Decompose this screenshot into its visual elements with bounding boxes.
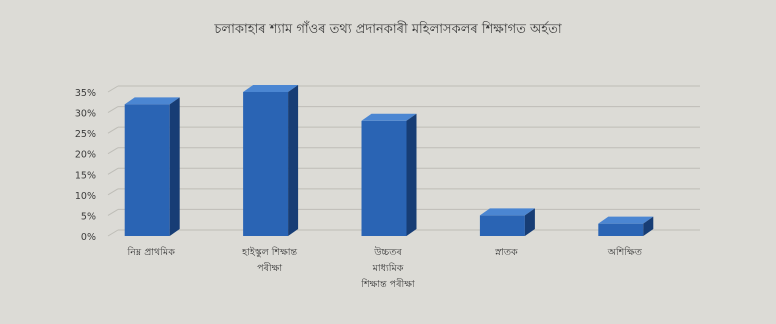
bar <box>243 85 299 236</box>
bar-front <box>243 92 289 236</box>
chart-title: চলাকাহাৰ শ্যাম গাঁওৰ তথ্য প্রদানকাৰী মহি… <box>213 21 561 37</box>
gridline-7 <box>107 85 119 93</box>
gridline-3 <box>107 167 119 175</box>
bar-front <box>598 223 644 236</box>
y-tick-label: 20% <box>75 150 96 161</box>
x-tick-label-line: পৰীক্ষা <box>257 261 283 274</box>
gridline-5 <box>107 126 119 134</box>
x-axis-labels: নিম্ন প্রাথমিক হাইস্কুল শিক্ষান্ত পৰীক্ষা উ… <box>127 245 643 290</box>
y-tick-label: 10% <box>75 191 96 202</box>
bar-top <box>124 97 180 105</box>
gridline-0 <box>107 229 119 237</box>
x-tick-label: হাইস্কুল শিক্ষান্ত পৰীক্ষা <box>241 246 298 274</box>
y-tick-label: 0% <box>81 232 96 243</box>
bar-side <box>169 97 180 236</box>
x-tick-label-line: অশিক্ষিত <box>607 246 643 258</box>
x-tick-label: উচ্চতৰ মাধ্যমিক শিক্ষান্ত পৰীক্ষা <box>360 245 416 290</box>
x-tick-label-line: শিক্ষান্ত পৰীক্ষা <box>360 277 416 290</box>
gridline-6 <box>107 106 119 114</box>
x-tick-label: স্নাতক <box>494 247 519 258</box>
bar-front <box>361 120 407 236</box>
bars <box>124 85 654 236</box>
gridline-1 <box>107 208 119 216</box>
bar-top <box>598 216 654 224</box>
bar-side <box>288 85 299 236</box>
bar <box>361 113 417 236</box>
x-tick-label: নিম্ন প্রাথমিক <box>127 246 177 258</box>
y-tick-label: 5% <box>81 211 96 222</box>
y-tick-label: 15% <box>75 170 96 181</box>
bar-side <box>643 216 654 236</box>
bar-top <box>479 208 535 216</box>
x-tick-label-line: মাধ্যমিক <box>372 262 405 274</box>
x-tick-label-line: নিম্ন প্রাথমিক <box>127 246 177 258</box>
bar-front <box>124 104 170 236</box>
y-tick-label: 25% <box>75 129 96 140</box>
y-axis-ticks: 0% 5% 10% 15% 20% 25% 30% 35% <box>75 88 96 243</box>
bar-side <box>406 113 417 236</box>
bar-front <box>479 215 525 236</box>
x-tick-label-line: হাইস্কুল শিক্ষান্ত <box>241 246 298 258</box>
gridline-2 <box>107 188 119 196</box>
bar <box>124 97 180 236</box>
bar-top <box>361 113 417 121</box>
bar <box>598 216 654 236</box>
bar-top <box>243 85 299 92</box>
y-tick-label: 35% <box>75 88 96 99</box>
x-tick-label-line: উচ্চতৰ <box>373 245 402 258</box>
y-tick-label: 30% <box>75 109 96 120</box>
x-tick-label: অশিক্ষিত <box>607 246 643 258</box>
x-tick-label-line: স্নাতক <box>494 247 519 258</box>
bar-side <box>524 208 535 236</box>
gridline-4 <box>107 147 119 155</box>
bar <box>479 208 535 236</box>
